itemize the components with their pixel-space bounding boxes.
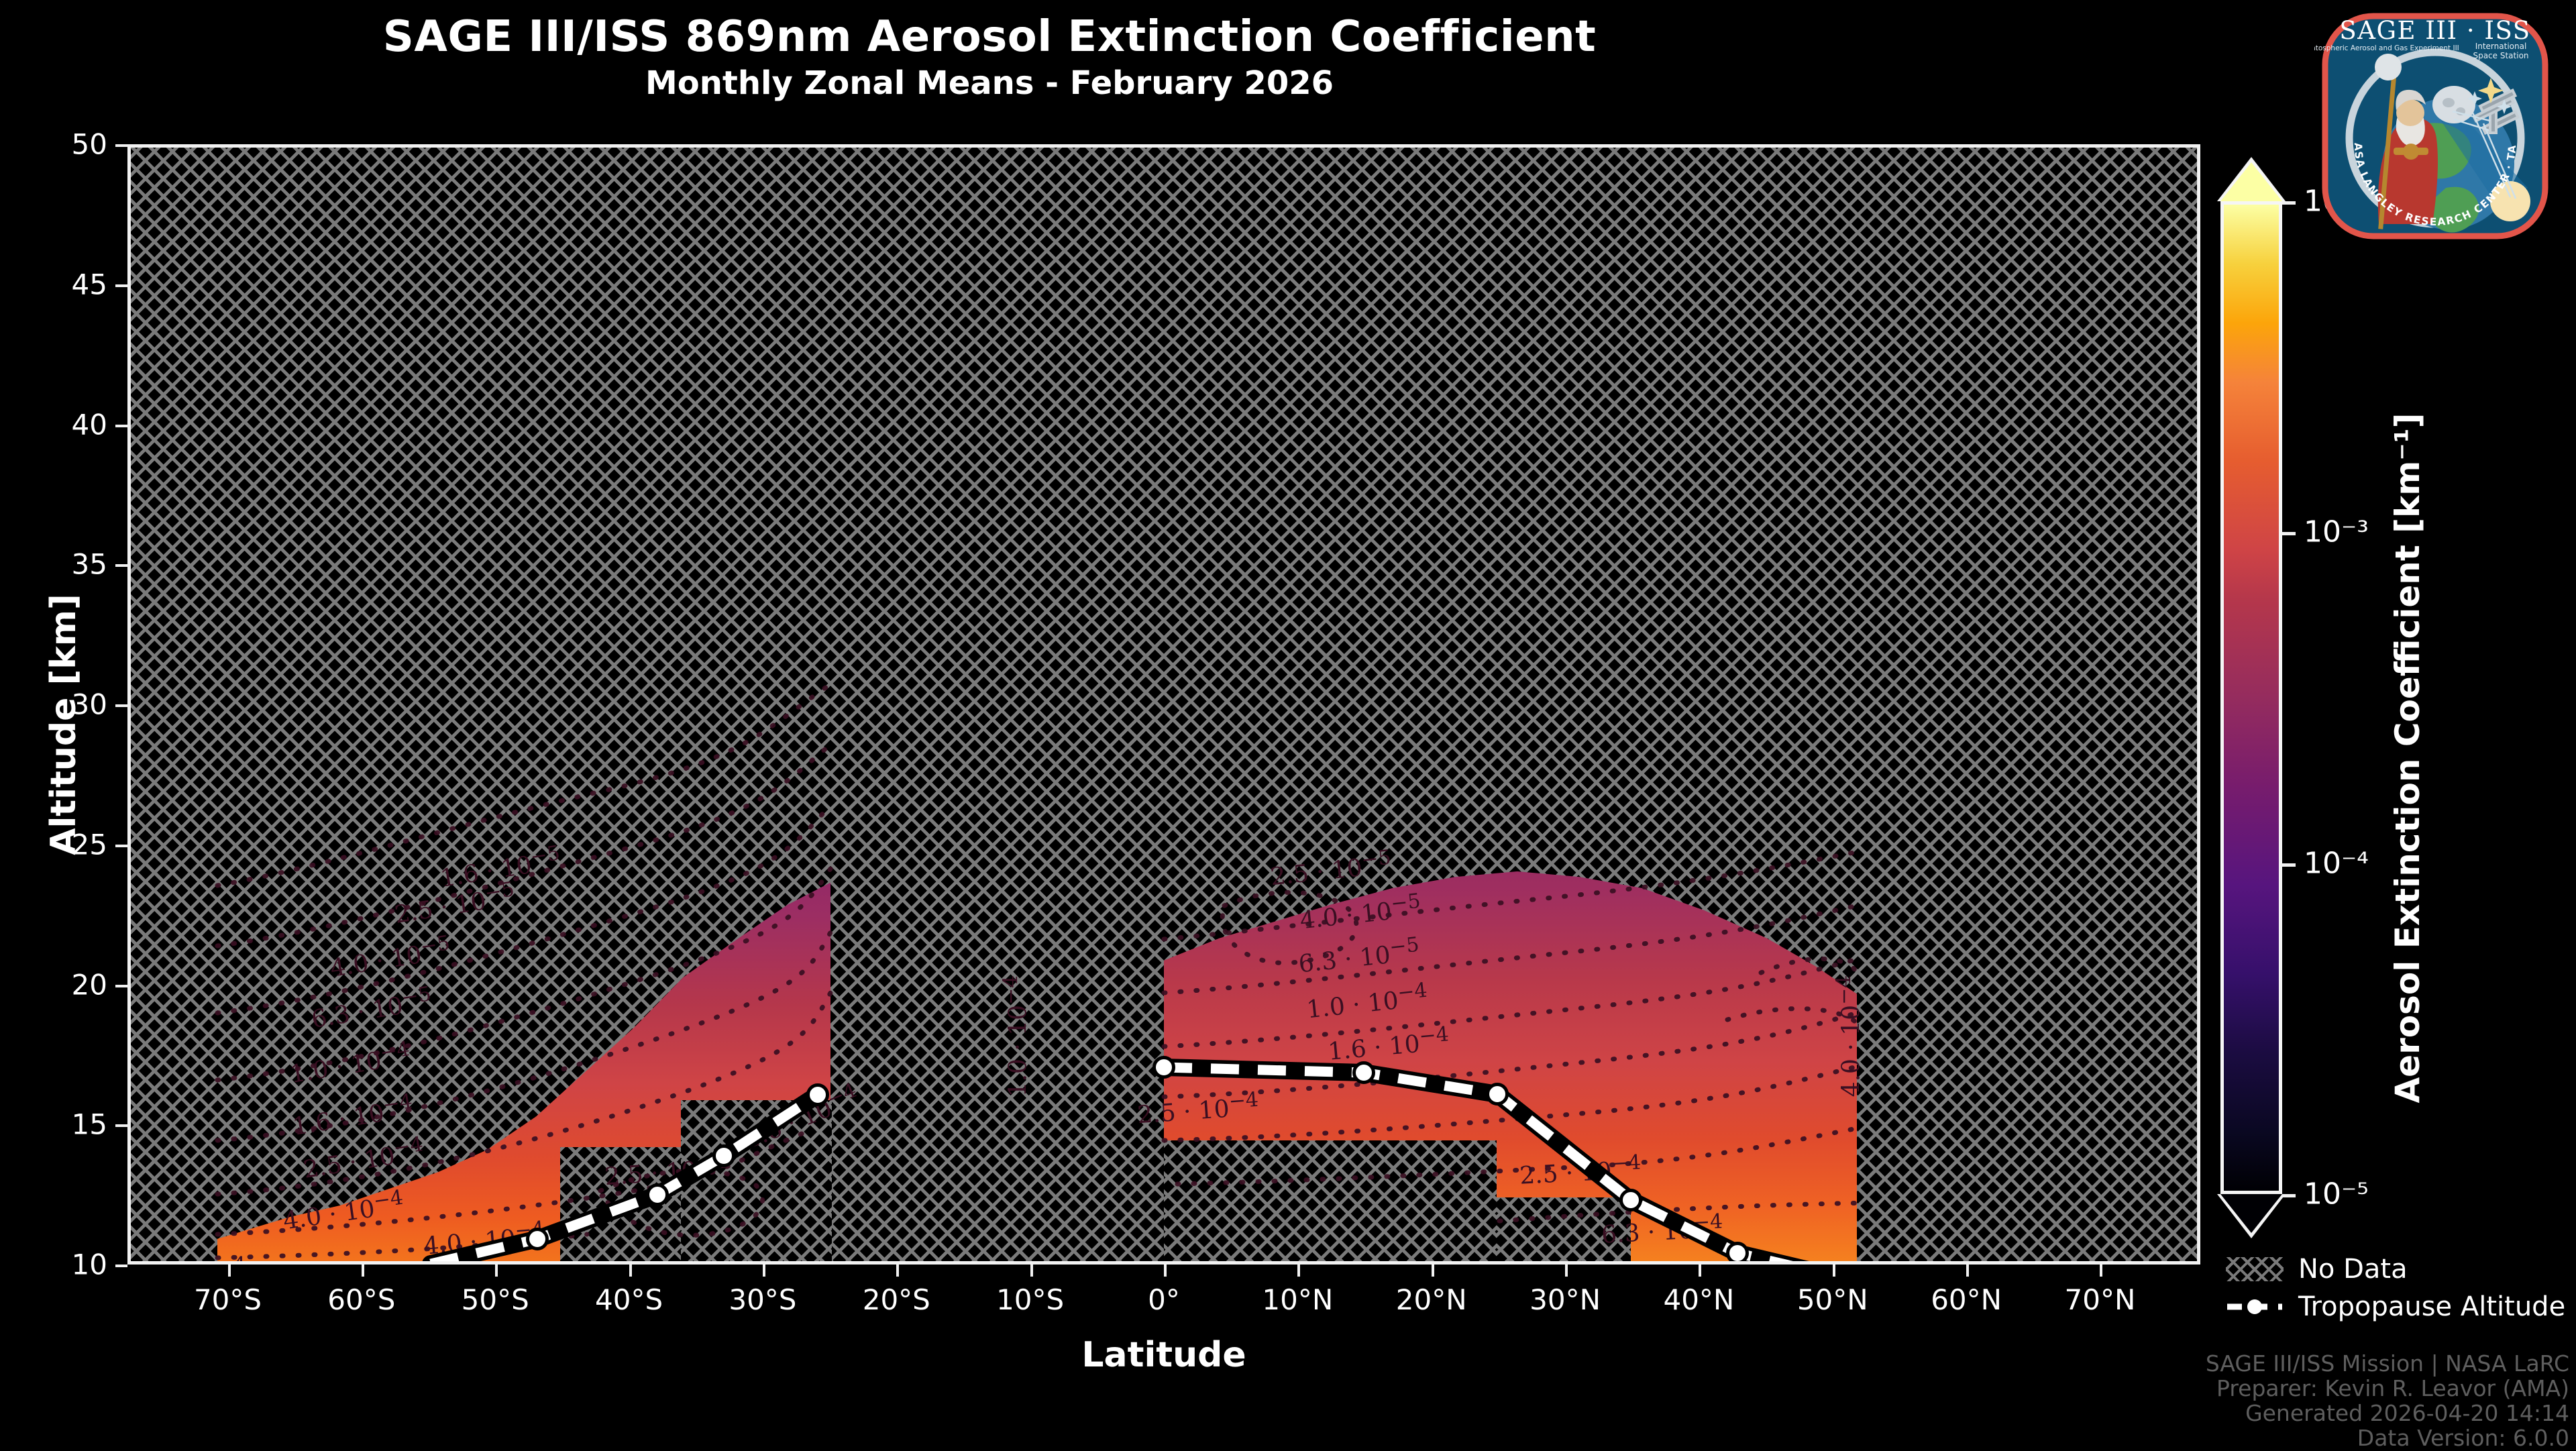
y-tick: [115, 424, 127, 427]
y-tick-label: 30: [71, 688, 107, 721]
y-tick-label: 15: [71, 1108, 107, 1141]
logo-subtitle-left: Stratospheric Aerosol and Gas Experiment…: [2314, 44, 2459, 52]
tropopause-marker: [1726, 1242, 1749, 1261]
colorbar-tick: [2282, 1194, 2296, 1197]
y-tick: [115, 1265, 127, 1267]
legend-label: Tropopause Altitude: [2298, 1291, 2566, 1322]
credit-line-mission: SAGE III/ISS Mission | NASA LaRC: [2205, 1350, 2569, 1377]
tropopause-line: [422, 1059, 1809, 1261]
y-tick: [115, 284, 127, 287]
plot-area: 1.6 · 10−5 2.5 · 10−5 4.0 · 10−5 6.3 · 1…: [127, 144, 2200, 1265]
colorbar-tick: [2282, 532, 2296, 536]
tropopause-marker: [1152, 1056, 1175, 1079]
tropopause-marker: [712, 1144, 735, 1167]
colorbar-tick-label: 10⁻⁴: [2304, 846, 2369, 881]
x-tick-label: 0°: [1148, 1283, 1180, 1316]
plot-canvas: 1.6 · 10−5 2.5 · 10−5 4.0 · 10−5 6.3 · 1…: [131, 148, 2197, 1261]
no-data-north-base: [1164, 1140, 1497, 1261]
dashed-line-marker-icon: [2226, 1295, 2284, 1319]
tropopause-marker: [646, 1183, 669, 1206]
x-tick: [1164, 1265, 1167, 1277]
sage-iii-iss-logo: SAGE III · ISS Stratospheric Aerosol and…: [2301, 0, 2556, 247]
page-subtitle: Monthly Zonal Means - February 2026: [645, 64, 1334, 102]
x-tick-label: 70°N: [2064, 1283, 2136, 1316]
x-tick-label: 50°S: [461, 1283, 529, 1316]
logo-subtitle-right-1: International: [2475, 42, 2527, 51]
y-tick-label: 45: [71, 268, 107, 301]
no-data-hatch: [131, 148, 2197, 1261]
legend-item-tropopause[interactable]: Tropopause Altitude: [2226, 1288, 2565, 1326]
logo-title: SAGE III · ISS: [2339, 16, 2530, 45]
x-tick-label: 10°S: [996, 1283, 1065, 1316]
tropopause-marker: [806, 1083, 829, 1106]
y-tick: [115, 144, 127, 147]
hatch-swatch-icon: [2226, 1257, 2284, 1281]
colorbar[interactable]: 10⁻²10⁻³10⁻⁴10⁻⁵: [2217, 157, 2369, 1238]
x-tick: [1030, 1265, 1033, 1277]
credit-line-generated: Generated 2026-04-20 14:14: [2245, 1400, 2569, 1426]
contour-label: 6.3 · 10−4: [131, 1253, 246, 1261]
tropopause-marker: [1619, 1189, 1642, 1212]
colorbar-tick-label: 10⁻³: [2304, 515, 2369, 549]
x-tick-label: 60°S: [327, 1283, 396, 1316]
colorbar-tick: [2282, 201, 2296, 205]
y-tick-label: 40: [71, 408, 107, 441]
colorbar-tick: [2282, 863, 2296, 867]
colorbar-tick-label: 10⁻⁵: [2304, 1177, 2369, 1212]
x-tick: [1832, 1265, 1835, 1277]
x-tick: [227, 1265, 231, 1277]
tropopause-marker: [1352, 1061, 1375, 1084]
y-tick-label: 20: [71, 968, 107, 1001]
x-tick: [495, 1265, 498, 1277]
x-tick: [629, 1265, 632, 1277]
x-tick: [762, 1265, 765, 1277]
x-axis-title: Latitude: [1081, 1335, 1246, 1375]
y-axis-title: Altitude [km]: [44, 594, 84, 855]
y-tick-label: 35: [71, 547, 107, 581]
y-tick-label: 25: [71, 828, 107, 861]
y-tick: [115, 844, 127, 847]
credit-line-version: Data Version: 6.0.0: [2357, 1425, 2569, 1451]
x-tick: [1431, 1265, 1434, 1277]
x-tick-label: 70°S: [193, 1283, 262, 1316]
y-tick: [115, 1124, 127, 1128]
tropopause-marker: [1486, 1083, 1509, 1106]
x-tick-label: 40°S: [595, 1283, 663, 1316]
logo-subtitle-right-2: Space Station: [2473, 51, 2528, 60]
x-tick-label: 20°N: [1395, 1283, 1467, 1316]
colorbar-extend-bottom: [2220, 1194, 2282, 1233]
x-tick: [361, 1265, 364, 1277]
x-tick: [896, 1265, 900, 1277]
y-tick-label: 10: [71, 1248, 107, 1281]
x-tick-label: 50°N: [1796, 1283, 1868, 1316]
x-tick-label: 60°N: [1931, 1283, 2002, 1316]
x-tick: [1699, 1265, 1702, 1277]
x-tick-label: 40°N: [1663, 1283, 1735, 1316]
x-tick-label: 20°S: [862, 1283, 930, 1316]
x-tick-label: 10°N: [1262, 1283, 1334, 1316]
colorbar-title: Aerosol Extinction Coefficient [km⁻¹]: [2388, 413, 2427, 1104]
x-tick: [2100, 1265, 2103, 1277]
colorbar-gradient: [2220, 201, 2282, 1194]
y-tick-label: 50: [71, 127, 107, 161]
x-tick: [1966, 1265, 1970, 1277]
x-tick-label: 30°N: [1529, 1283, 1601, 1316]
no-data-north-base-2: [1497, 1197, 1631, 1261]
legend: No Data Tropopause Altitude: [2226, 1250, 2565, 1326]
colorbar-extend-top: [2220, 162, 2282, 201]
credits-block: SAGE III/ISS Mission | NASA LaRC Prepare…: [2206, 1351, 2569, 1450]
x-tick-label: 30°S: [729, 1283, 797, 1316]
y-tick: [115, 704, 127, 707]
x-tick: [1297, 1265, 1301, 1277]
tropopause-marker: [526, 1228, 549, 1250]
y-tick: [115, 564, 127, 568]
page-title: SAGE III/ISS 869nm Aerosol Extinction Co…: [382, 12, 1597, 62]
contour-overlay: [215, 682, 1860, 1260]
credit-line-preparer: Preparer: Kevin R. Leavor (AMA): [2216, 1375, 2569, 1401]
legend-label: No Data: [2298, 1254, 2408, 1285]
legend-item-no-data[interactable]: No Data: [2226, 1250, 2565, 1288]
y-tick: [115, 984, 127, 987]
x-tick: [1565, 1265, 1568, 1277]
